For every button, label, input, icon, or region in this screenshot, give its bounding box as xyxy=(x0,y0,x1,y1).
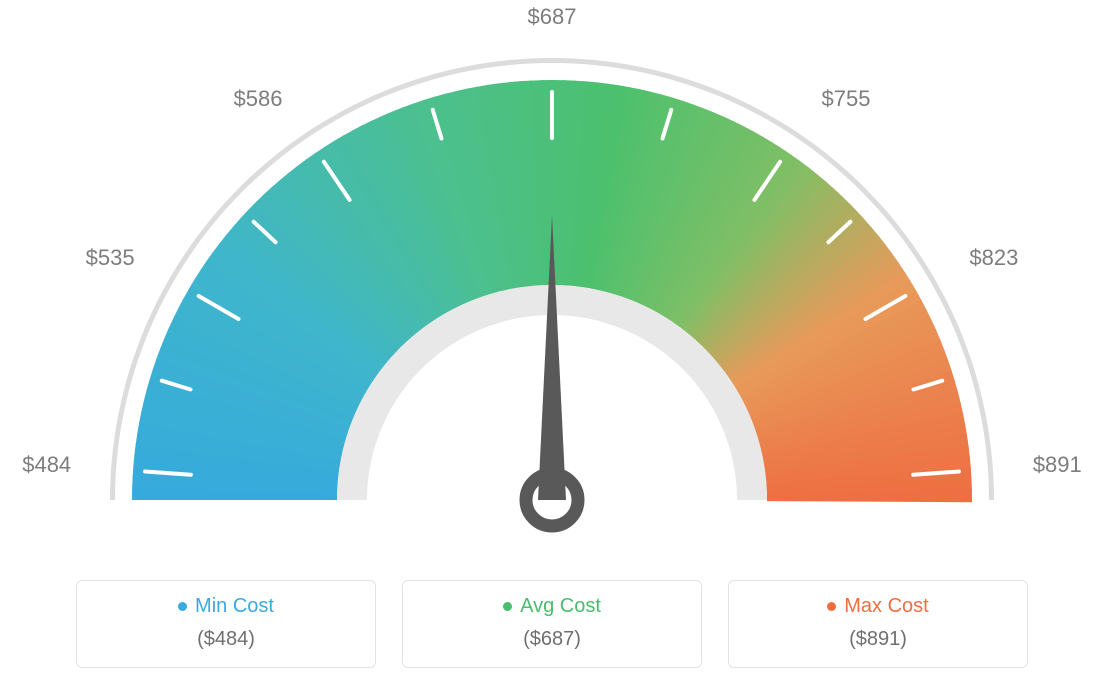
gauge-tick-label: $823 xyxy=(969,245,1018,271)
gauge-tick-label: $586 xyxy=(222,86,282,112)
legend-value-max: ($891) xyxy=(739,628,1017,651)
legend-title-max: Max Cost xyxy=(844,595,928,618)
legend-title-min: Min Cost xyxy=(195,595,274,618)
gauge-tick-label: $687 xyxy=(522,4,582,30)
legend-title-avg: Avg Cost xyxy=(520,595,601,618)
legend-card-max: Max Cost ($891) xyxy=(728,580,1028,668)
gauge-tick-label: $484 xyxy=(11,452,71,478)
legend-row: Min Cost ($484) Avg Cost ($687) Max Cost… xyxy=(0,580,1104,668)
legend-dot-avg xyxy=(503,602,512,611)
gauge-tick-label: $535 xyxy=(75,245,135,271)
legend-card-avg: Avg Cost ($687) xyxy=(402,580,702,668)
cost-gauge: $484 $535 $586 $687 $755 $823 $891 xyxy=(0,0,1104,560)
legend-card-min: Min Cost ($484) xyxy=(76,580,376,668)
gauge-tick-label: $891 xyxy=(1033,452,1082,478)
legend-dot-min xyxy=(178,602,187,611)
legend-value-min: ($484) xyxy=(87,628,365,651)
gauge-svg xyxy=(0,0,1104,560)
legend-dot-max xyxy=(827,602,836,611)
legend-value-avg: ($687) xyxy=(413,628,691,651)
gauge-tick-label: $755 xyxy=(822,86,871,112)
